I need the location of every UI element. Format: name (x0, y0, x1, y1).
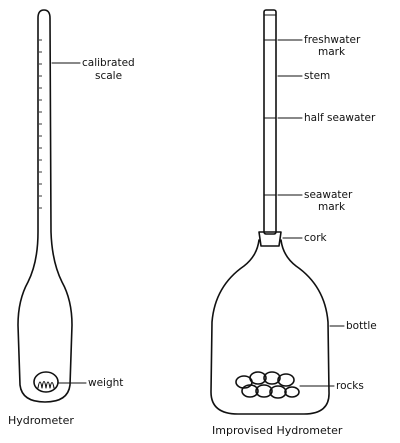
bottle (210, 239, 330, 415)
label-rocks: rocks (336, 380, 364, 392)
label-freshwater-line1: freshwater (304, 34, 361, 46)
label-bottle: bottle (346, 320, 377, 332)
hydrometer-weight (33, 371, 59, 393)
label-freshwater-line2: mark (318, 46, 346, 58)
caption-hydrometer: Hydrometer (8, 414, 74, 427)
label-cork: cork (304, 232, 328, 244)
label-calibrated-scale-line1: calibrated (82, 57, 135, 69)
label-weight: weight (88, 377, 123, 389)
caption-improvised-hydrometer: Improvised Hydrometer (212, 424, 343, 437)
label-stem: stem (304, 70, 330, 82)
improvised-hydrometer-figure: freshwater mark stem half seawater seawa… (210, 9, 377, 437)
label-calibrated-scale-line2: scale (95, 70, 122, 82)
label-seawater-line2: mark (318, 201, 346, 213)
hydrometer-figure: calibrated scale weight Hydrometer (8, 9, 135, 427)
rocks (235, 371, 300, 399)
calibrated-scale-ticks (39, 39, 42, 209)
hydrometer-body (17, 9, 73, 403)
stem-tube (263, 9, 277, 235)
label-seawater-line1: seawater (304, 189, 353, 201)
cork (258, 231, 282, 247)
label-half-seawater: half seawater (304, 112, 376, 124)
